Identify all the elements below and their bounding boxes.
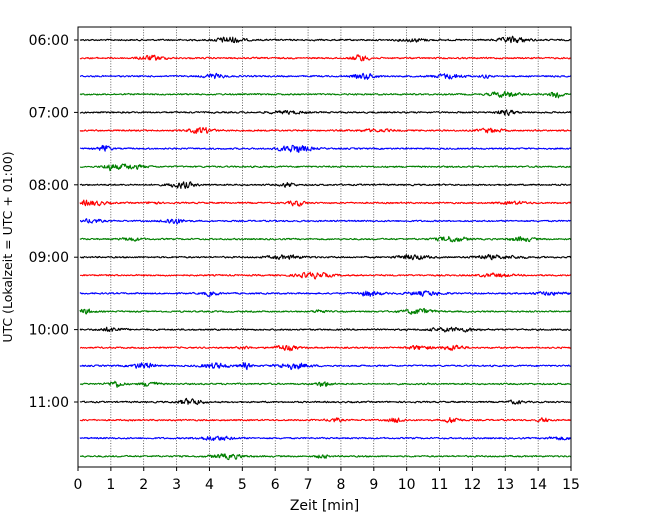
x-tick-label: 8 [336,477,345,493]
seismic-trace [79,235,572,243]
x-axis-label: Zeit [min] [290,498,359,514]
x-tick-label: 7 [304,477,313,493]
y-tick-label: 09:00 [29,250,69,266]
seismic-trace [79,271,572,280]
y-tick-label: 10:00 [29,323,69,339]
x-tick-label: 10 [398,477,416,493]
x-tick-label: 5 [238,477,247,493]
x-tick-label: 3 [172,477,181,493]
x-tick-label: 15 [562,477,580,493]
seismic-trace [79,362,572,371]
x-tick-label: 11 [431,477,449,493]
seismic-trace [79,290,572,298]
x-tick-label: 6 [271,477,280,493]
y-tick-label: 07:00 [29,105,69,121]
y-axis-label: UTC (Lokalzeit = UTC + 01:00) [0,151,15,342]
x-axis: 0 1 2 3 4 5 6 7 8 9 10 11 12 13 14 15 [74,467,580,493]
seismic-trace [79,109,572,117]
seismic-trace [79,144,572,153]
x-tick-label: 1 [106,477,115,493]
y-tick-label: 06:00 [29,33,69,49]
seismic-trace [79,181,572,189]
x-tick-label: 0 [74,477,83,493]
seismic-trace [79,307,572,315]
seismic-trace [79,326,572,333]
seismic-trace [79,90,572,99]
x-tick-label: 9 [369,477,378,493]
seismic-trace [79,380,572,388]
seismic-trace [79,218,572,225]
seismic-trace [79,397,572,406]
minute-grid [110,27,539,467]
x-tick-label: 4 [205,477,214,493]
seismic-trace [79,453,572,461]
seismic-trace [79,416,572,424]
x-tick-label: 13 [496,477,514,493]
seismic-trace [79,35,572,44]
y-tick-label: 11:00 [29,395,69,411]
seismic-trace [79,199,572,207]
x-tick-label: 12 [463,477,481,493]
seismic-trace [79,54,572,62]
x-tick-label: 2 [139,477,148,493]
seismic-trace [79,163,572,172]
y-tick-label: 08:00 [29,178,69,194]
x-tick-label: 14 [529,477,547,493]
seismic-trace [79,253,572,261]
seismic-trace [79,344,572,352]
seismic-trace [79,435,572,442]
y-axis: 06:00 07:00 08:00 09:00 10:00 11:00 [29,33,78,411]
seismic-trace [79,126,572,134]
plot-frame [77,26,572,468]
seismic-trace [79,72,572,80]
trace-layer [79,35,572,461]
